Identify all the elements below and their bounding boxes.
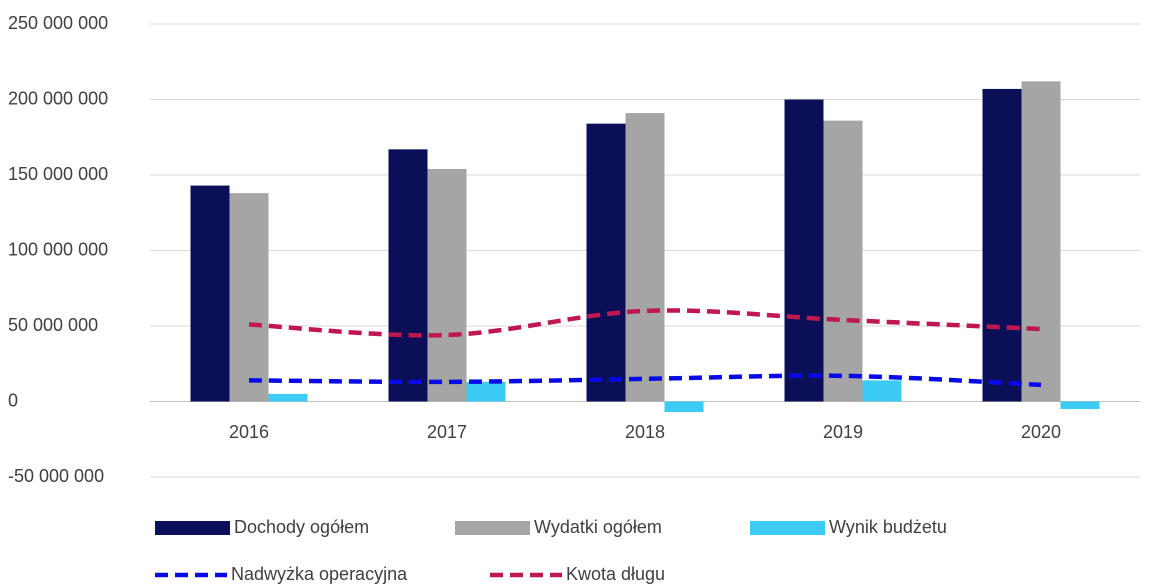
- bar: [268, 393, 308, 402]
- legend-label: Nadwyżka operacyjna: [231, 564, 408, 584]
- bar: [586, 123, 626, 402]
- line: [248, 308, 1042, 338]
- y-tick-label: 50 000 000: [8, 315, 98, 335]
- x-tick-label: 2017: [427, 422, 467, 442]
- legend-label: Dochody ogółem: [234, 517, 369, 537]
- y-tick-label: 100 000 000: [8, 239, 108, 259]
- x-tick-label: 2018: [625, 422, 665, 442]
- legend-swatch: [750, 521, 825, 535]
- x-tick-label: 2020: [1021, 422, 1061, 442]
- y-tick-label: 150 000 000: [8, 164, 108, 184]
- legend-label: Wynik budżetu: [829, 517, 947, 537]
- x-tick-label: 2016: [229, 422, 269, 442]
- y-tick-label: 0: [8, 390, 18, 410]
- bar: [388, 149, 428, 402]
- bar: [1060, 401, 1100, 410]
- bar: [862, 380, 902, 402]
- bar: [625, 113, 665, 402]
- bar: [664, 401, 704, 413]
- legend-swatch: [455, 521, 530, 535]
- x-tick-label: 2019: [823, 422, 863, 442]
- legend-label: Wydatki ogółem: [534, 517, 662, 537]
- y-tick-label: 200 000 000: [8, 88, 108, 108]
- y-tick-label: -50 000 000: [8, 466, 104, 486]
- legend-swatch: [155, 521, 230, 535]
- bar: [823, 120, 863, 402]
- bar: [427, 168, 467, 402]
- bar: [466, 381, 506, 402]
- bar: [190, 185, 230, 402]
- y-tick-label: 250 000 000: [8, 13, 108, 33]
- bar: [1021, 81, 1061, 402]
- legend-label: Kwota długu: [566, 564, 665, 584]
- line: [248, 373, 1042, 388]
- bar: [229, 193, 269, 402]
- bar: [784, 99, 824, 402]
- bar: [982, 88, 1022, 402]
